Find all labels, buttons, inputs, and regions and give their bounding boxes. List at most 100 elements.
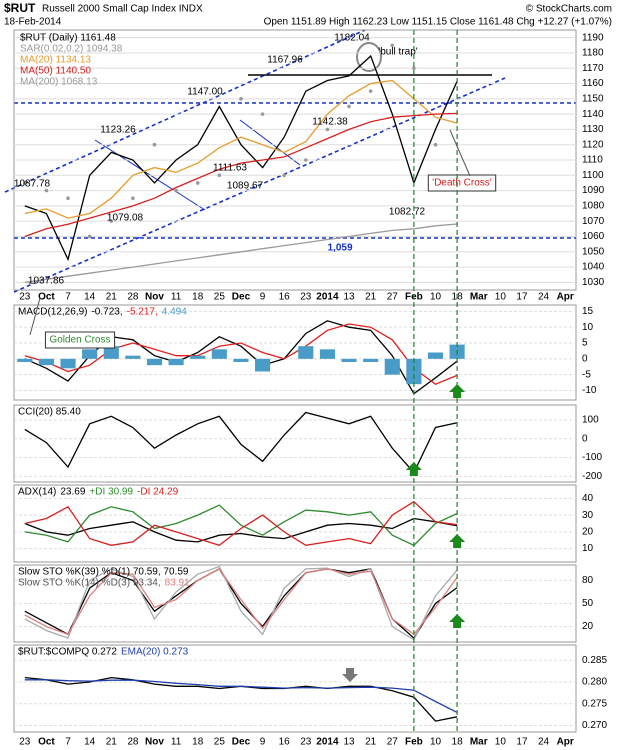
x-tick-label: 27 bbox=[387, 737, 399, 748]
panel-frame bbox=[13, 304, 577, 401]
source: © StockCharts.com bbox=[526, 4, 612, 15]
down-channel bbox=[239, 119, 301, 166]
callout-line bbox=[29, 297, 41, 336]
annotation: 1123.26 bbox=[100, 125, 136, 136]
highlight-circle bbox=[356, 42, 382, 72]
sar-dot bbox=[433, 142, 438, 147]
y-tick-label: 1160 bbox=[582, 78, 604, 89]
annotation: 1147.00 bbox=[187, 87, 223, 98]
x-tick-label: 10 bbox=[430, 737, 442, 748]
histogram-bar bbox=[298, 346, 314, 359]
x-tick-label: Mar bbox=[470, 737, 488, 748]
sar-dot bbox=[174, 188, 178, 193]
histogram-bar bbox=[190, 355, 206, 359]
channel-upper bbox=[4, 29, 366, 193]
legend-entry: MA(200) 1068.13 bbox=[20, 77, 98, 88]
y-tick-label: 80 bbox=[582, 575, 594, 586]
legend-entry: +DI 30.99 bbox=[89, 487, 133, 498]
legend-entry: 23.69 bbox=[60, 487, 85, 498]
y-tick-label: 1190 bbox=[582, 32, 604, 43]
y-tick-label: 1180 bbox=[582, 48, 604, 59]
series-line bbox=[24, 504, 458, 547]
x-tick-label: 17 bbox=[516, 292, 528, 303]
legend-entry: 83.91 bbox=[165, 578, 190, 589]
legend-entry: CCI(20) 85.40 bbox=[18, 407, 81, 418]
x-tick-label: 25 bbox=[214, 737, 226, 748]
x-tick-label: Oct bbox=[38, 292, 55, 303]
x-tick-label: 16 bbox=[279, 737, 291, 748]
histogram-bar bbox=[146, 358, 163, 366]
x-tick-label: Mar bbox=[470, 292, 488, 303]
sar-dot bbox=[390, 43, 395, 48]
y-tick-label: 1120 bbox=[582, 139, 604, 150]
y-tick-label: 1060 bbox=[582, 231, 605, 242]
histogram-bar bbox=[427, 352, 444, 359]
x-tick-label: 11 bbox=[171, 737, 182, 748]
histogram-bar bbox=[406, 358, 422, 385]
y-tick-label: -200 bbox=[582, 471, 602, 482]
x-tick-label: 10 bbox=[430, 292, 442, 303]
x-tick-label: 18 bbox=[192, 737, 204, 748]
x-tick-label: 10 bbox=[495, 292, 507, 303]
y-tick-label: 1130 bbox=[582, 124, 604, 135]
y-tick-label: 10 bbox=[582, 543, 594, 554]
x-tick-label: 23 bbox=[300, 292, 312, 303]
y-tick-label: 1030 bbox=[582, 277, 605, 288]
series-line bbox=[24, 112, 458, 238]
x-tick-label: 14 bbox=[84, 737, 96, 748]
panel-title: ADX(14) bbox=[18, 487, 56, 498]
legend-entry: SAR(0.02,0.2) 1094.38 bbox=[20, 44, 123, 55]
y-tick-label: 0.270 bbox=[582, 720, 607, 731]
x-tick-label: 28 bbox=[127, 292, 139, 303]
legend-entry: -DI 24.29 bbox=[137, 487, 179, 498]
y-tick-label: 100 bbox=[582, 415, 599, 426]
legend-entry: MA(50) 1140.50 bbox=[20, 66, 91, 77]
annotation: 1142.38 bbox=[312, 117, 348, 128]
x-tick-label: 28 bbox=[127, 737, 139, 748]
legend-entry: Slow STO %K(14) %D(3) 93.34, bbox=[18, 578, 161, 589]
y-tick-label: 1050 bbox=[582, 246, 605, 257]
sar-dot bbox=[131, 196, 135, 201]
y-tick-label: 0.275 bbox=[582, 698, 607, 709]
x-tick-label: 7 bbox=[65, 292, 71, 303]
y-tick-label: 0 bbox=[582, 433, 588, 444]
x-tick-label: 21 bbox=[106, 737, 118, 748]
chart-title: Russell 2000 Small Cap Index INDX bbox=[42, 4, 203, 15]
x-tick-label: 2014 bbox=[316, 737, 339, 748]
y-tick-label: 40 bbox=[582, 493, 594, 504]
y-tick-label: 10 bbox=[582, 322, 594, 333]
marker-arrow bbox=[342, 668, 358, 682]
sar-dot bbox=[152, 142, 157, 147]
histogram-bar bbox=[125, 355, 141, 359]
histogram-bar bbox=[341, 358, 357, 362]
histogram-bar bbox=[103, 346, 119, 359]
signal-arrow bbox=[449, 534, 466, 548]
y-tick-label: 1070 bbox=[582, 216, 605, 227]
x-tick-label: 9 bbox=[260, 737, 266, 748]
reference-label: 1,059 bbox=[327, 243, 352, 254]
x-tick-label: Apr bbox=[557, 737, 574, 748]
annotation: 1082.72 bbox=[389, 207, 426, 218]
series-line bbox=[24, 79, 458, 219]
date: 18-Feb-2014 bbox=[4, 17, 62, 28]
annotation: 1111.63 bbox=[213, 163, 247, 174]
x-tick-label: Oct bbox=[38, 737, 55, 748]
panel-frame bbox=[13, 404, 577, 483]
sar-dot bbox=[195, 181, 200, 185]
histogram-bar bbox=[363, 358, 379, 362]
sar-dot bbox=[44, 188, 49, 193]
x-tick-label: Nov bbox=[145, 292, 164, 303]
annotation: Golden Cross bbox=[49, 335, 110, 346]
sar-dot bbox=[282, 173, 286, 178]
histogram-bar bbox=[168, 358, 184, 366]
x-tick-label: 23 bbox=[19, 292, 31, 303]
x-tick-label: 18 bbox=[192, 292, 204, 303]
y-tick-label: 50 bbox=[582, 598, 594, 609]
legend-entry: -5.217, bbox=[127, 307, 158, 318]
annotation: 'bull trap' bbox=[378, 47, 417, 58]
x-tick-label: Nov bbox=[145, 737, 164, 748]
sar-dot bbox=[304, 158, 308, 162]
y-tick-label: 1110 bbox=[582, 155, 603, 166]
x-tick-label: 17 bbox=[516, 737, 528, 748]
